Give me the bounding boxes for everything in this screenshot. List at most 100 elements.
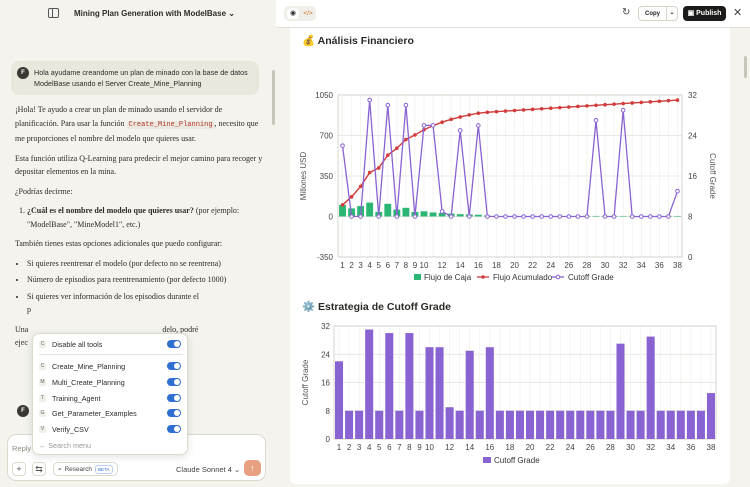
- question-item: ¿Cuál es el nombre del modelo que quiere…: [27, 204, 265, 231]
- accumulated-point: [476, 111, 481, 115]
- x-tick-label: 20: [526, 443, 535, 452]
- menu-search-input[interactable]: ← Search menu: [39, 441, 91, 450]
- publish-button[interactable]: ▣ Publish: [683, 6, 726, 21]
- artifact-scrollbar[interactable]: [744, 56, 747, 78]
- x-tick-label: 36: [655, 261, 664, 270]
- arrow-left-icon: ←: [39, 441, 47, 450]
- tool-item-get-parameter-examples[interactable]: G Get_Parameter_Examples: [39, 406, 185, 420]
- y2-tick-label: 24: [688, 132, 697, 141]
- y-tick-label: 16: [321, 379, 330, 388]
- cashflow-bar: [429, 212, 437, 217]
- research-label: Research: [64, 465, 92, 473]
- option-item: Número de episodios para reentrenamiento…: [27, 273, 265, 287]
- chevron-down-icon: ⌄: [233, 465, 241, 474]
- disable-all-toggle[interactable]: [167, 340, 181, 348]
- x-tick-label: 14: [456, 261, 465, 270]
- accumulated-point: [494, 109, 499, 114]
- cutoff-point: [485, 214, 490, 219]
- x-tick-label: 4: [367, 261, 372, 270]
- y-axis-label: Millones USD: [299, 152, 308, 201]
- x-tick-label: 26: [586, 443, 595, 452]
- x-tick-label: 5: [377, 261, 382, 270]
- cutoff-bar: [505, 410, 514, 439]
- x-tick-label: 1: [337, 443, 342, 452]
- add-attachment-button[interactable]: +: [12, 462, 26, 476]
- tool-toggle[interactable]: [167, 378, 181, 386]
- menu-search-placeholder: Search menu: [48, 441, 91, 450]
- cutoff-bar: [586, 410, 595, 439]
- tool-label: Multi_Create_Planning: [52, 377, 125, 387]
- refresh-icon[interactable]: ↻: [622, 7, 631, 18]
- accumulated-point: [548, 106, 553, 110]
- accumulated-point: [349, 195, 354, 199]
- accumulated-point: [413, 133, 417, 137]
- search-icon: ⌕: [58, 465, 62, 473]
- x-tick-label: 22: [528, 261, 537, 270]
- x-tick-label: 6: [387, 443, 392, 452]
- code-icon[interactable]: </>: [303, 10, 313, 17]
- accumulated-point: [621, 101, 625, 106]
- legend-label: Cutoff Grade: [494, 456, 540, 465]
- x-tick-label: 10: [420, 261, 429, 270]
- user-message-text: Hola ayudame creandome un plan de minado…: [34, 68, 248, 88]
- tool-toggle[interactable]: [167, 394, 181, 402]
- cutoff-point: [367, 97, 372, 103]
- conversation-title[interactable]: Mining Plan Generation with ModelBase ⌄: [74, 9, 235, 18]
- model-selector[interactable]: Claude Sonnet 4 ⌄: [176, 465, 240, 474]
- y-axis-label: Cutoff Grade: [301, 359, 310, 405]
- cutoff-bar: [345, 410, 354, 439]
- preview-eye-icon[interactable]: ◉: [287, 8, 299, 19]
- x-tick-label: 32: [646, 443, 655, 452]
- tools-toggle-button[interactable]: ⇆: [32, 462, 46, 476]
- cutoff-point: [548, 214, 554, 219]
- x-tick-label: 7: [397, 443, 402, 452]
- accumulated-point: [340, 203, 345, 207]
- cutoff-bar: [666, 410, 675, 439]
- cutoff-bar: [455, 410, 464, 439]
- cutoff-point: [629, 214, 635, 219]
- accumulated-point: [539, 106, 544, 111]
- tool-icon: T: [39, 394, 46, 402]
- copy-button[interactable]: Copy ⌄: [638, 6, 678, 21]
- tool-toggle[interactable]: [167, 409, 181, 417]
- question-list: ¿Cuál es el nombre del modelo que quiere…: [15, 204, 265, 231]
- cashflow-bar: [619, 215, 627, 217]
- cutoff-bar: [435, 347, 444, 439]
- cutoff-bar: [385, 333, 394, 439]
- cutoff-point: [340, 143, 345, 148]
- x-tick-label: 18: [505, 443, 514, 452]
- tool-toggle[interactable]: [167, 362, 181, 370]
- sidebar-toggle-icon[interactable]: [48, 8, 59, 18]
- tool-item-create-mine-planning[interactable]: C Create_Mine_Planning: [39, 359, 185, 373]
- cashflow-bar: [402, 207, 410, 217]
- publish-icon: ▣: [687, 10, 695, 17]
- cutoff-point: [557, 214, 563, 219]
- accumulated-point: [485, 110, 490, 115]
- x-tick-label: 8: [404, 261, 409, 270]
- legend-label: Cutoff Grade: [568, 273, 614, 282]
- cutoff-bar: [375, 410, 384, 439]
- disable-all-tools[interactable]: C Disable all tools: [39, 337, 185, 351]
- beta-badge: BETA: [94, 464, 113, 474]
- tool-item-multi-create-planning[interactable]: M Multi_Create_Planning: [39, 375, 185, 389]
- close-icon[interactable]: ✕: [733, 7, 743, 19]
- chat-scrollbar[interactable]: [272, 70, 275, 125]
- send-button[interactable]: ↑: [244, 460, 261, 476]
- x-tick-label: 12: [438, 261, 447, 270]
- tool-item-training-agent[interactable]: T Training_Agent: [39, 391, 185, 405]
- cutoff-point: [412, 214, 418, 219]
- reply-placeholder: Reply: [12, 444, 32, 453]
- accumulated-point: [358, 184, 363, 189]
- chevron-down-icon[interactable]: ⌄: [666, 7, 677, 20]
- cashflow-bar: [474, 214, 482, 217]
- tool-toggle[interactable]: [167, 425, 181, 433]
- x-tick-label: 12: [445, 443, 454, 452]
- research-button[interactable]: ⌕ Research BETA: [53, 462, 118, 476]
- cutoff-point: [575, 214, 581, 219]
- x-tick-label: 24: [546, 261, 555, 270]
- cutoff-point: [512, 214, 517, 219]
- tool-item-verify-csv[interactable]: V Verify_CSV: [39, 422, 185, 436]
- cutoff-strategy-card: ⚙️ Estrategia de Cutoff Grade 0 8 16 24 32 1 2…: [290, 284, 730, 484]
